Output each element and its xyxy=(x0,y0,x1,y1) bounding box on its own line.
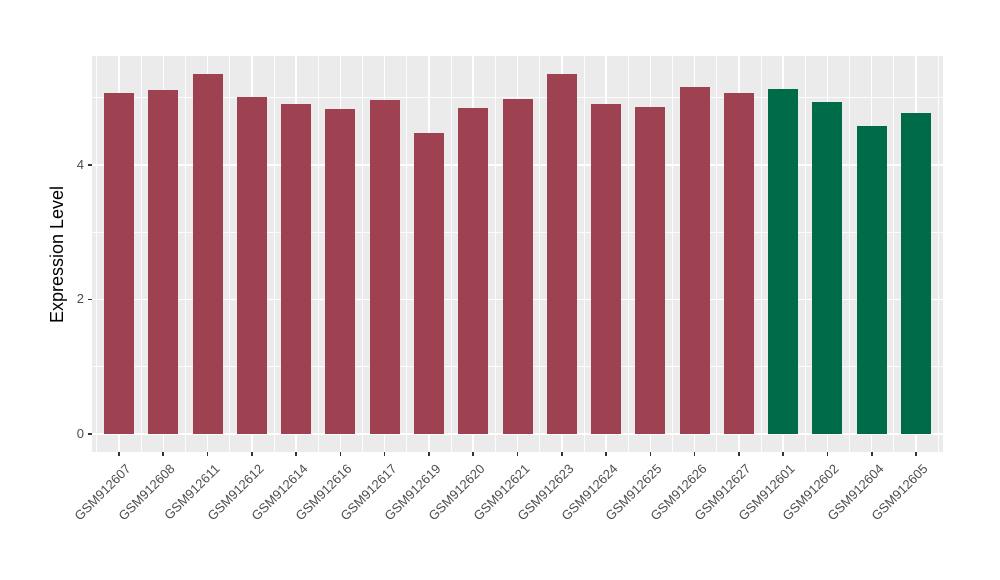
y-axis-tick-label: 0 xyxy=(76,425,84,441)
bar xyxy=(104,92,134,434)
bar xyxy=(192,74,223,434)
gridline-minor-vertical xyxy=(362,56,363,452)
x-axis-tick xyxy=(339,452,342,456)
gridline-minor-vertical xyxy=(494,56,496,452)
gridline-minor-vertical xyxy=(627,56,629,452)
y-axis-title: Expression Level xyxy=(47,185,68,323)
bar xyxy=(413,132,444,434)
bar xyxy=(281,104,312,434)
bar xyxy=(502,99,533,434)
gridline-minor-vertical xyxy=(716,56,718,452)
gridline-minor-vertical xyxy=(273,56,275,452)
gridline-minor-vertical xyxy=(849,56,850,452)
x-axis-tick xyxy=(295,452,297,456)
y-axis-tick xyxy=(88,298,92,301)
bar xyxy=(635,107,666,434)
gridline-minor-vertical xyxy=(937,56,939,452)
x-axis-tick xyxy=(693,452,696,456)
bar xyxy=(901,113,931,434)
bar xyxy=(236,97,267,434)
bar xyxy=(546,74,577,434)
gridline-minor-vertical xyxy=(804,56,806,452)
bar xyxy=(768,88,799,434)
x-axis-tick xyxy=(428,452,430,456)
x-axis-tick xyxy=(162,452,165,456)
bar xyxy=(325,109,356,434)
bar xyxy=(458,107,489,434)
y-axis-tick xyxy=(88,164,92,166)
gridline-minor-vertical xyxy=(96,56,98,452)
x-axis-tick xyxy=(251,452,253,456)
x-axis-tick xyxy=(649,452,652,456)
gridline-minor-vertical xyxy=(185,56,186,452)
gridline-minor-vertical xyxy=(893,56,895,452)
gridline-minor-vertical xyxy=(229,56,231,452)
gridline-minor-vertical xyxy=(760,56,762,452)
x-axis-tick xyxy=(383,452,386,456)
bar xyxy=(148,90,179,434)
y-axis-tick-label: 2 xyxy=(76,291,84,307)
x-axis-tick xyxy=(560,452,563,456)
bar xyxy=(856,125,887,434)
x-axis-tick xyxy=(118,452,120,456)
x-axis-tick xyxy=(870,452,873,456)
y-axis-tick xyxy=(88,433,92,435)
bar xyxy=(591,104,622,434)
x-axis-tick xyxy=(738,452,740,456)
x-axis-tick xyxy=(472,452,475,456)
gridline-minor-vertical xyxy=(406,56,408,452)
gridline-minor-vertical xyxy=(317,56,319,452)
bar xyxy=(812,101,843,434)
x-axis-tick xyxy=(915,452,917,456)
bar xyxy=(723,92,754,434)
x-axis-tick xyxy=(605,452,607,456)
x-axis-tick xyxy=(206,452,209,456)
y-axis-tick-label: 4 xyxy=(76,156,84,172)
gridline-minor-vertical xyxy=(140,56,142,452)
gridline-minor-vertical xyxy=(672,56,673,452)
gridline-minor-vertical xyxy=(450,56,452,452)
x-axis-tick xyxy=(516,452,519,456)
gridline-minor-vertical xyxy=(583,56,585,452)
plot-panel xyxy=(92,56,943,452)
bar xyxy=(369,99,400,434)
bar xyxy=(679,86,710,434)
x-axis-tick xyxy=(826,452,829,456)
y-axis-title-box: Expression Level xyxy=(40,56,76,452)
x-axis-tick xyxy=(782,452,784,456)
gridline-minor-vertical xyxy=(539,56,541,452)
